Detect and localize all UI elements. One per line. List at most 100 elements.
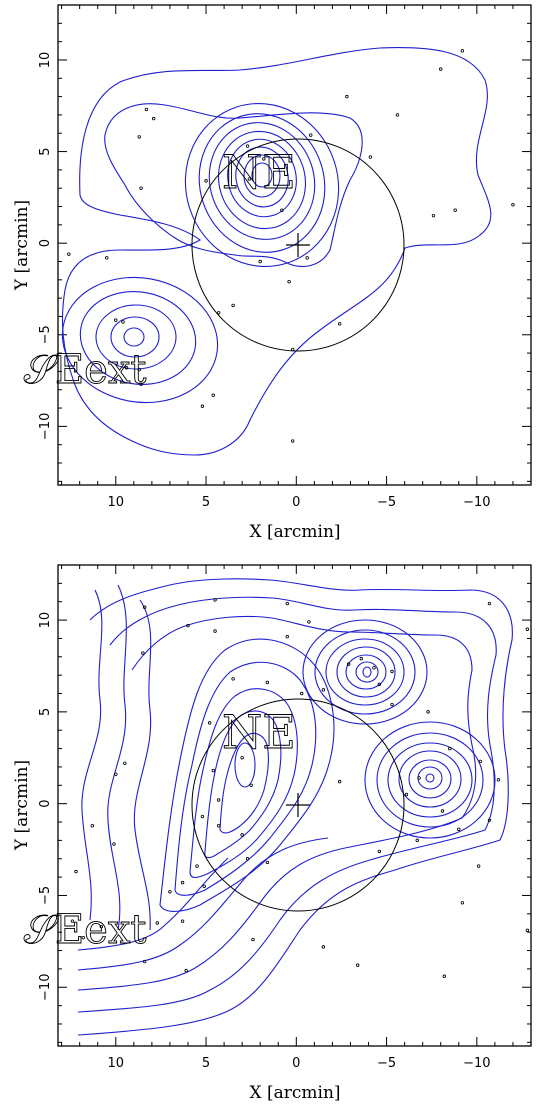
bottom-galaxy-point (460, 901, 465, 905)
top-galaxy-point (258, 259, 262, 264)
top-galaxy-point (231, 303, 235, 308)
bottom-annotation-ne: NE (222, 705, 296, 759)
top-contour-se-4 (110, 316, 160, 358)
top-galaxy-point (139, 382, 143, 386)
top-galaxy-point (290, 347, 295, 352)
bottom-galaxy-point (377, 849, 382, 854)
bottom-contour-outer-4 (77, 837, 329, 971)
top-center-cross (286, 233, 310, 257)
bottom-galaxy-point (415, 838, 419, 843)
top-galaxy-point (337, 322, 342, 326)
bottom-contour-outer-1 (77, 578, 513, 1036)
bottom-galaxy-point (525, 627, 530, 631)
bottom-galaxy-point (123, 761, 127, 765)
bottom-galaxy-point (404, 792, 409, 797)
bottom-galaxy-point (285, 634, 289, 639)
top-contour-se-5 (123, 327, 145, 347)
bottom-contour-ne-1 (159, 638, 335, 912)
top-contour-se-3 (95, 304, 177, 370)
bottom-galaxy-point (359, 656, 363, 661)
top-annotation-seext: 𝒮Eext (24, 347, 146, 393)
top-galaxy-point (105, 256, 109, 260)
bottom-galaxy-point (285, 601, 289, 606)
bottom-galaxy-point (180, 880, 185, 885)
top-contour-2 (104, 103, 363, 268)
bottom-contour-r-5 (408, 759, 452, 799)
bottom-galaxy-point (448, 746, 452, 751)
bottom-annotation-seext: 𝒮Eext (24, 907, 146, 953)
top-galaxy-point (511, 202, 515, 207)
bottom-contour-ne-5 (219, 732, 269, 834)
bottom-x-tick-label: 10 (107, 1056, 124, 1071)
top-x-axis-label: X [arcmin] (249, 522, 340, 542)
bottom-y-tick-label: 10 (38, 612, 53, 629)
bottom-galaxy-point (155, 921, 159, 925)
bottom-galaxy-point (70, 919, 75, 923)
bottom-contour-ur-3 (325, 638, 405, 706)
bottom-galaxy-point (216, 823, 221, 828)
bottom-galaxy-point (184, 969, 188, 973)
top-contour-ne-6 (217, 130, 307, 230)
top-tick-labels: 10 5 0 −5 −10 10 5 0 −5 −10 (38, 52, 491, 510)
bottom-tick-labels: 10 5 0 −5 −10 10 5 0 −5 −10 (38, 612, 491, 1071)
bottom-galaxy-point (141, 651, 145, 655)
bottom-contour-r-7 (425, 773, 435, 783)
bottom-galaxy-point (487, 818, 492, 822)
bottom-galaxy-point (90, 823, 95, 828)
bottom-galaxy-point (195, 864, 199, 868)
bottom-contour-ur-4 (336, 646, 396, 698)
top-galaxy-points (67, 49, 515, 443)
top-galaxy-point (309, 133, 313, 137)
bottom-y-tick-label: 5 (38, 708, 53, 716)
bottom-galaxy-point (300, 691, 304, 696)
top-x-tick-label: −10 (463, 495, 490, 510)
bottom-contour-left-3 (133, 599, 152, 931)
top-galaxy-point (460, 49, 465, 53)
bottom-contour-left-2 (107, 584, 127, 931)
bottom-galaxy-point (377, 682, 382, 687)
top-contour-se-1 (61, 276, 219, 404)
top-galaxy-point (67, 252, 71, 256)
top-y-tick-label: 5 (38, 147, 53, 155)
top-galaxy-point (287, 279, 291, 284)
bottom-galaxy-point (442, 974, 447, 978)
bottom-galaxy-point (355, 963, 360, 967)
bottom-galaxy-point (213, 598, 217, 602)
bottom-contour-ur-1 (302, 619, 428, 725)
top-contour-se-2 (79, 291, 197, 385)
bottom-galaxy-point (417, 776, 421, 780)
top-galaxy-point (151, 116, 156, 121)
bottom-galaxy-point (99, 924, 104, 929)
bottom-galaxy-point (390, 669, 394, 674)
bottom-center-cross (286, 793, 310, 817)
top-galaxy-point (345, 94, 349, 99)
bottom-panel: 10 5 0 −5 −10 10 5 0 −5 −10 (12, 564, 532, 1103)
bottom-contours (77, 578, 513, 1036)
top-galaxy-point (368, 155, 373, 159)
bottom-galaxy-point (142, 605, 147, 609)
top-galaxy-point (280, 208, 284, 212)
top-galaxy-point (139, 186, 143, 190)
top-x-tick-label: −5 (377, 495, 396, 510)
bottom-galaxy-point (251, 937, 255, 942)
bottom-galaxy-point (112, 842, 116, 846)
bottom-galaxy-point (240, 833, 244, 837)
top-galaxy-point (211, 393, 215, 397)
bottom-x-tick-label: 0 (292, 1056, 300, 1071)
top-galaxy-point (121, 320, 125, 324)
bottom-plot-frame (57, 564, 532, 1047)
bottom-galaxy-point (321, 688, 326, 692)
bottom-galaxy-point (231, 677, 235, 681)
bottom-galaxy-point (496, 778, 501, 782)
bottom-galaxy-point (426, 710, 430, 714)
bottom-galaxy-point (245, 857, 250, 861)
top-galaxy-point (144, 107, 149, 112)
bottom-galaxy-point (440, 809, 445, 813)
top-contour-ne-7 (227, 138, 297, 218)
bottom-contour-ne-6 (234, 742, 256, 788)
bottom-contour-ne-3 (189, 688, 298, 879)
top-galaxy-point (453, 208, 457, 212)
bottom-galaxy-point (346, 662, 351, 666)
top-x-tick-label: 5 (202, 495, 210, 510)
